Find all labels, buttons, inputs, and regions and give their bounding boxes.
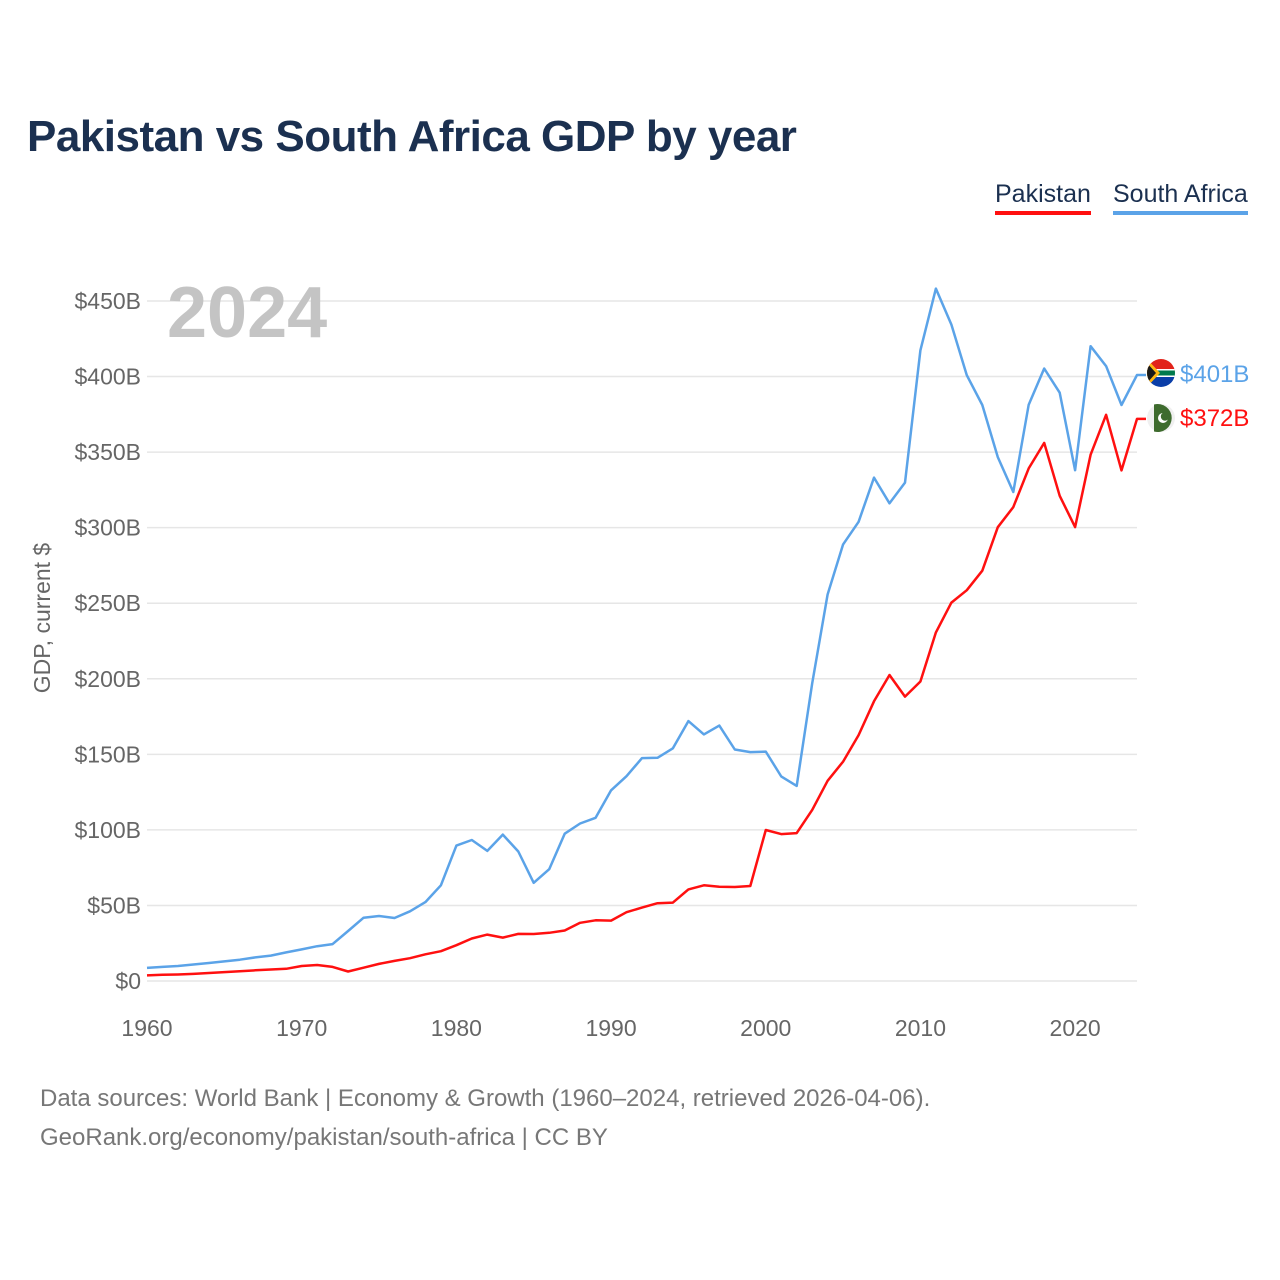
x-tick-label: 1970 bbox=[276, 1015, 327, 1041]
x-tick-label: 1990 bbox=[585, 1015, 636, 1041]
y-tick-label: $50B bbox=[87, 892, 141, 918]
x-tick-label: 2000 bbox=[740, 1015, 791, 1041]
x-tick-label: 2020 bbox=[1050, 1015, 1101, 1041]
south-africa-flag-icon bbox=[1147, 359, 1175, 387]
y-tick-label: $150B bbox=[74, 741, 141, 767]
y-tick-label: $200B bbox=[74, 666, 141, 692]
y-tick-label: $450B bbox=[74, 288, 141, 314]
pakistan-end-label: $372B bbox=[1180, 405, 1249, 432]
chart-title: Pakistan vs South Africa GDP by year bbox=[27, 112, 797, 161]
legend-pakistan[interactable]: Pakistan bbox=[995, 180, 1091, 215]
y-axis-label: GDP, current $ bbox=[29, 543, 55, 694]
series-line-south-africa bbox=[146, 287, 1146, 970]
y-tick-label: $250B bbox=[74, 590, 141, 616]
y-tick-label: $400B bbox=[74, 364, 141, 390]
pakistan-flag-icon bbox=[1147, 404, 1175, 433]
grid-lines bbox=[147, 300, 1137, 982]
x-tick-label: 1980 bbox=[431, 1015, 482, 1041]
series-line-pakistan bbox=[146, 413, 1146, 977]
footer-link[interactable]: GeoRank.org/economy/pakistan/south-afric… bbox=[40, 1124, 608, 1151]
x-tick-label: 2010 bbox=[895, 1015, 946, 1041]
south-africa-end-label: $401B bbox=[1180, 361, 1249, 388]
x-tick-label: 1960 bbox=[121, 1015, 172, 1041]
legend-south-africa[interactable]: South Africa bbox=[1113, 180, 1248, 215]
y-tick-label: $100B bbox=[74, 817, 141, 843]
year-watermark: 2024 bbox=[167, 273, 327, 353]
footer-sources: Data sources: World Bank | Economy & Gro… bbox=[40, 1085, 931, 1112]
y-tick-label: $350B bbox=[74, 439, 141, 465]
y-tick-label: $0 bbox=[115, 968, 141, 994]
y-tick-label: $300B bbox=[74, 515, 141, 541]
